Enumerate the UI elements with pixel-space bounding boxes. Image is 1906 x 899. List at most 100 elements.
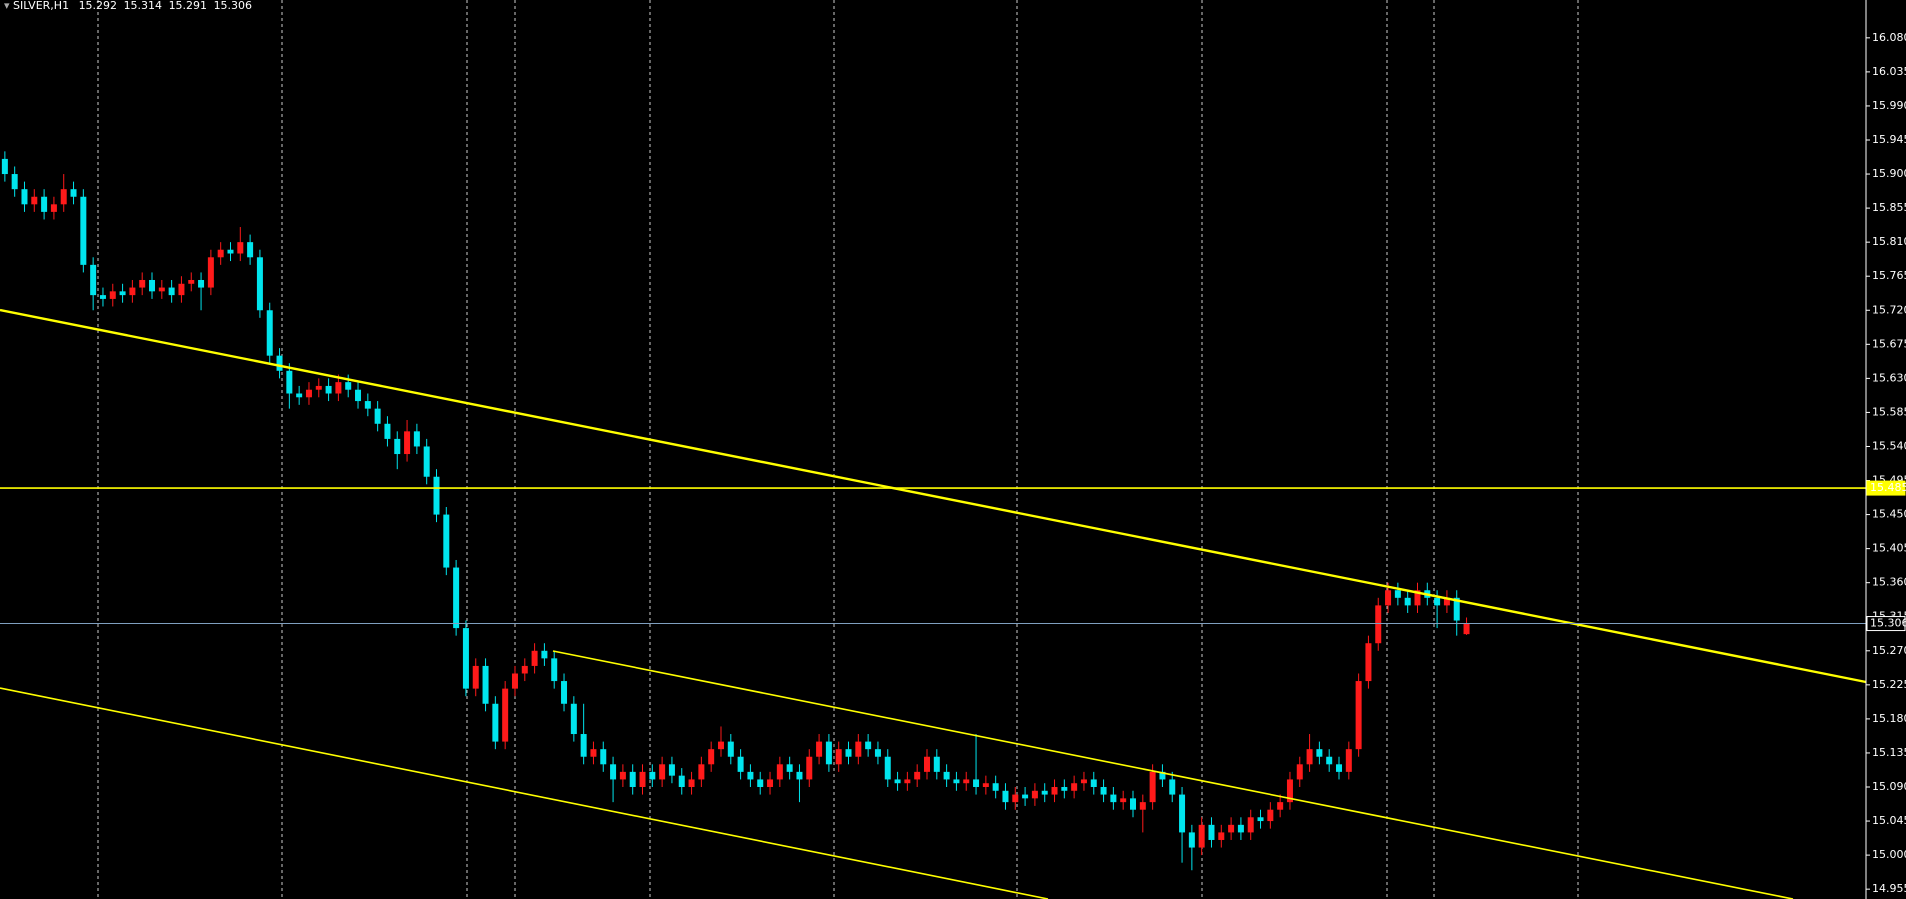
candle-body: [737, 756, 744, 772]
y-tick-label: 14.955: [1872, 882, 1906, 895]
candle-body: [31, 196, 38, 205]
candle-body: [992, 783, 999, 791]
candle-body: [1326, 756, 1333, 765]
candle-body: [904, 779, 911, 784]
candle-body: [1463, 623, 1470, 635]
candle-body: [1071, 783, 1078, 791]
header-high: 15.314: [124, 0, 163, 12]
candle-body: [80, 196, 87, 265]
candle-body: [845, 749, 852, 757]
candle-body: [1345, 749, 1352, 772]
candle-body: [825, 741, 832, 765]
candle-body: [286, 370, 293, 394]
candle-body: [1277, 802, 1284, 810]
trend-line: [0, 687, 1049, 899]
candle-body: [855, 741, 862, 757]
candle-body: [384, 423, 391, 439]
candle-body: [668, 764, 675, 776]
candle-body: [1130, 798, 1136, 810]
candle-body: [570, 703, 577, 735]
candle-body: [129, 287, 136, 296]
candle-body: [541, 650, 548, 659]
candle-body: [511, 673, 518, 689]
header-arrow: ▾: [4, 0, 13, 12]
y-tick-label: 15.450: [1872, 508, 1906, 521]
y-tick-label: 15.270: [1872, 644, 1906, 657]
y-tick-label: 15.225: [1872, 678, 1906, 691]
candle-body: [1237, 824, 1244, 833]
candle-body: [1394, 590, 1401, 598]
candle-body: [492, 703, 499, 742]
candle-body: [1110, 794, 1117, 803]
candle-body: [629, 771, 636, 788]
y-tick-label: 15.765: [1872, 269, 1906, 282]
candle-body: [1080, 779, 1087, 784]
candle-body: [276, 355, 283, 371]
candle-body: [1375, 605, 1382, 644]
candle-body: [1159, 771, 1166, 780]
price-box: [1866, 480, 1906, 496]
y-tick-label: 15.675: [1872, 337, 1906, 350]
candle-body: [305, 389, 312, 398]
candle-body: [1228, 824, 1235, 833]
candle-body: [717, 741, 724, 750]
candle-body: [1434, 597, 1441, 606]
candle-body: [1031, 790, 1038, 799]
candle-body: [374, 408, 381, 424]
price-axis-labels: 14.955 15.000 15.045 15.090 15.135 15.180 15.2…: [1866, 31, 1906, 895]
candle-body: [708, 749, 715, 765]
y-tick-label: 15.900: [1872, 167, 1906, 180]
candle-body: [953, 779, 960, 784]
y-tick-label: 15.630: [1872, 371, 1906, 384]
header-low: 15.291: [169, 0, 208, 12]
candle-body: [178, 283, 185, 296]
candle-body: [561, 681, 568, 704]
candle-body: [610, 764, 617, 780]
candle-body: [1139, 802, 1146, 810]
candle-body: [1296, 764, 1303, 780]
candle-body: [1286, 779, 1293, 803]
candle-body: [413, 431, 420, 447]
candle-body: [1100, 787, 1107, 795]
candle-body: [433, 476, 440, 515]
price-levels: [0, 487, 1866, 625]
price-box-label: 15.485: [1870, 481, 1906, 494]
candle-body: [835, 749, 842, 765]
candle-body: [600, 749, 607, 765]
candle-body: [933, 756, 940, 772]
candle-body: [404, 431, 411, 455]
candle-body: [1090, 779, 1097, 788]
candle-body: [1404, 597, 1411, 606]
candle-body: [1306, 749, 1313, 765]
candle-body: [619, 771, 626, 780]
y-tick-label: 15.135: [1872, 746, 1906, 759]
candle-body: [462, 628, 469, 689]
candle-body: [757, 779, 764, 788]
candle-body: [1414, 590, 1421, 606]
y-tick-label: 15.810: [1872, 235, 1906, 248]
y-tick-label: 15.360: [1872, 576, 1906, 589]
candle-body: [149, 279, 156, 292]
candle-body: [943, 771, 950, 780]
y-tick-label: 16.080: [1872, 31, 1906, 44]
candle-body: [894, 779, 901, 784]
candle-body: [119, 291, 126, 296]
header-close: 15.306: [214, 0, 253, 12]
candle-body: [11, 174, 18, 190]
y-tick-label: 16.035: [1872, 65, 1906, 78]
candle-body: [227, 249, 234, 254]
candle-body: [580, 734, 587, 757]
candle-body: [914, 771, 921, 780]
candle-body: [1022, 794, 1029, 799]
candle-body: [649, 771, 656, 780]
candle-body: [217, 249, 224, 258]
candle-body: [70, 189, 77, 197]
candle-body: [1, 158, 8, 175]
candle-body: [423, 446, 430, 477]
trend-lines: [0, 308, 1867, 899]
candle-body: [139, 279, 146, 288]
candle-body: [1208, 824, 1215, 840]
candle-body: [816, 741, 823, 757]
candle-body: [963, 779, 970, 784]
